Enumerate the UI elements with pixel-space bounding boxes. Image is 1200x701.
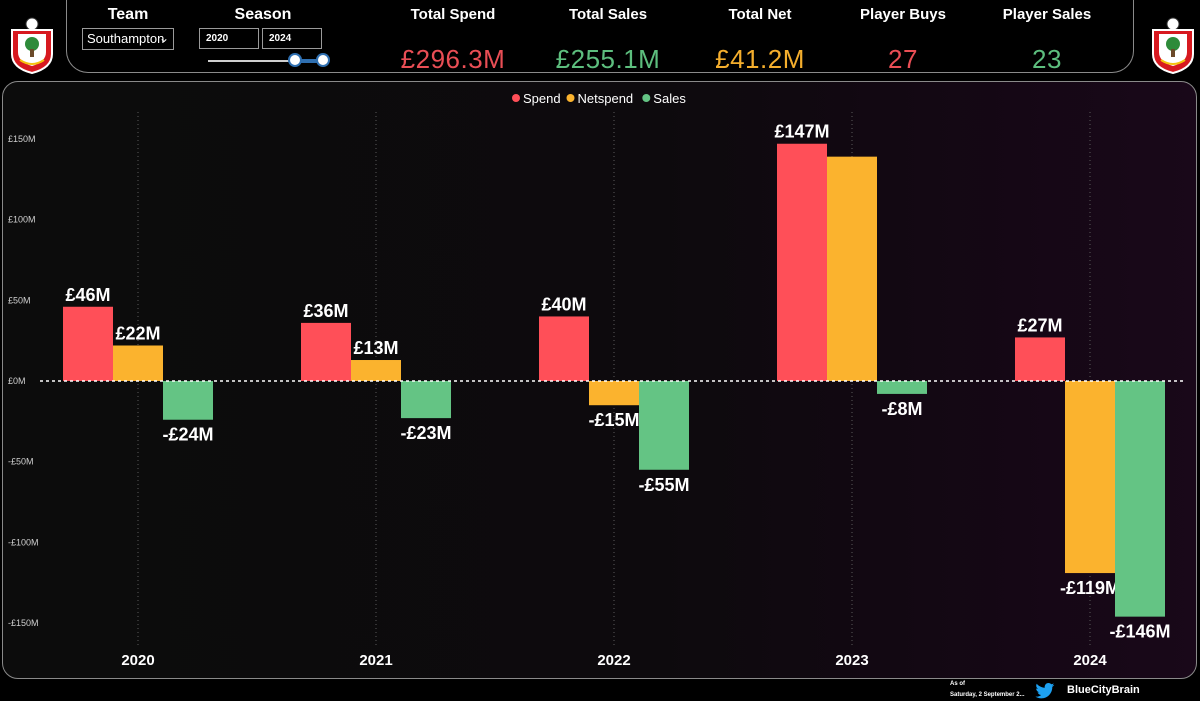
bar-netspend	[1065, 381, 1115, 574]
chevron-down-icon: ⌄	[158, 31, 169, 45]
bar-spend	[63, 306, 113, 381]
total-sales-value: £255.1M	[555, 44, 661, 74]
season-slider-start-handle[interactable]	[288, 53, 302, 67]
player-sales-label: Player Sales	[1002, 6, 1092, 23]
legend-marker	[642, 94, 651, 102]
as-of-date: Saturday, 2 September 2...	[950, 692, 1025, 698]
data-label: -£119M	[1060, 578, 1120, 598]
bar-sales	[877, 381, 927, 394]
team-dropdown-value: Southampton	[87, 31, 165, 46]
bar-spend	[1015, 337, 1065, 381]
data-label: -£15M	[588, 410, 639, 430]
data-label: £36M	[303, 301, 348, 321]
data-label: -£23M	[400, 423, 451, 443]
total-net-label: Total Net	[728, 6, 792, 23]
season-slider-range	[294, 59, 322, 63]
data-label: £147M	[774, 122, 829, 142]
team-dropdown[interactable]: Southampton ⌄	[82, 28, 174, 50]
total-sales-label: Total Sales	[568, 6, 648, 23]
season-from-input[interactable]: 2020	[199, 28, 259, 49]
x-tick-label: 2023	[835, 652, 868, 669]
bar-sales	[401, 381, 451, 419]
x-tick-label: 2024	[1073, 652, 1107, 669]
data-label: £13M	[353, 338, 398, 358]
bar-netspend	[589, 381, 639, 406]
y-tick-label: -£50M	[8, 457, 34, 467]
data-label: -£55M	[638, 475, 689, 495]
bar-netspend	[351, 360, 401, 381]
player-sales-value: 23	[1032, 44, 1062, 74]
data-label: -£24M	[162, 425, 213, 445]
data-label: -£8M	[881, 399, 922, 419]
y-tick-label: -£100M	[8, 537, 39, 547]
legend-label: Spend	[523, 91, 561, 106]
y-tick-label: £150M	[8, 134, 36, 144]
x-tick-label: 2022	[597, 652, 630, 669]
x-tick-label: 2020	[121, 652, 154, 669]
southampton-crest-icon	[11, 17, 53, 74]
season-slider-track[interactable]	[208, 60, 323, 62]
twitter-handle[interactable]: BlueCityBrain	[1067, 684, 1140, 696]
southampton-crest-icon	[1152, 17, 1194, 74]
legend-marker	[566, 94, 575, 102]
bar-sales	[1115, 381, 1165, 617]
team-filter-label: Team	[107, 6, 149, 23]
bar-sales	[163, 381, 213, 420]
legend-label: Sales	[653, 91, 686, 106]
chart-panel	[2, 81, 1197, 679]
x-tick-label: 2021	[359, 652, 392, 669]
player-buys-label: Player Buys	[860, 6, 946, 23]
bar-spend	[539, 316, 589, 381]
bar-spend	[777, 143, 827, 381]
player-buys-value: 27	[888, 44, 918, 74]
data-label: £27M	[1017, 315, 1062, 335]
legend-marker	[512, 94, 520, 102]
y-tick-label: £50M	[8, 295, 31, 305]
y-tick-label: -£150M	[8, 618, 39, 628]
y-tick-label: £0M	[8, 376, 26, 386]
total-spend-label: Total Spend	[410, 6, 496, 23]
data-label: -£146M	[1109, 622, 1170, 642]
bar-netspend	[827, 156, 877, 381]
data-label: £46M	[65, 285, 110, 305]
y-tick-label: £100M	[8, 215, 36, 225]
total-net-value: £41.2M	[715, 44, 805, 74]
legend-label: Netspend	[578, 91, 634, 106]
data-label: £40M	[541, 294, 586, 314]
bar-netspend	[113, 345, 163, 381]
bar-spend	[301, 322, 351, 381]
as-of-label: As of	[950, 681, 965, 687]
data-label: £22M	[115, 323, 160, 343]
season-filter-label: Season	[234, 6, 292, 23]
season-to-input[interactable]: 2024	[262, 28, 322, 49]
season-slider-end-handle[interactable]	[316, 53, 330, 67]
total-spend-value: £296.3M	[400, 44, 506, 74]
twitter-bird-icon[interactable]	[1035, 683, 1055, 699]
bar-sales	[639, 381, 689, 470]
